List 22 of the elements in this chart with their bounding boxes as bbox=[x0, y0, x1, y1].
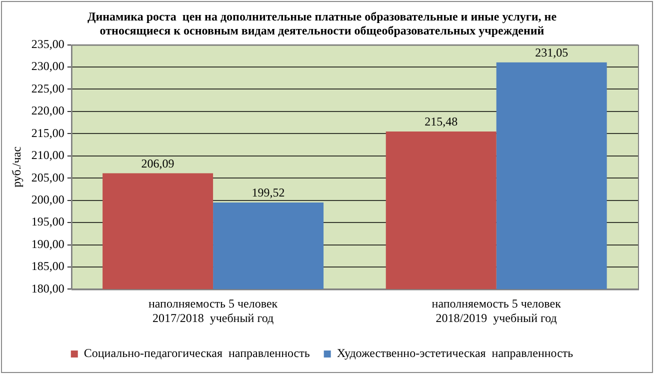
legend-label: Художественно-эстетическая направленность bbox=[336, 346, 574, 360]
y-tick-label: 225,00 bbox=[31, 81, 64, 96]
y-tick-label: 215,00 bbox=[31, 126, 64, 140]
y-tick-label: 200,00 bbox=[31, 192, 64, 206]
y-tick-label: 220,00 bbox=[31, 104, 64, 118]
chart-title: Динамика роста цен на дополнительные платные образовательные и иные услуги, не относящиеся к основным видам деятельности общеобразовательных учреждений bbox=[87, 9, 558, 38]
x-tick-label: наполняемость 5 человек 2017/2018 учебный год bbox=[148, 296, 278, 325]
data-label: 206,09 bbox=[141, 156, 174, 170]
y-tick-label: 210,00 bbox=[31, 148, 64, 162]
y-tick-label: 235,00 bbox=[31, 36, 64, 51]
y-tick-label: 195,00 bbox=[31, 214, 64, 229]
legend-label: Социально-педагогическая направленность bbox=[84, 346, 310, 360]
y-tick-label: 180,00 bbox=[31, 281, 64, 296]
y-tick-label: 230,00 bbox=[31, 59, 64, 74]
x-tick-label: наполняемость 5 человек 2018/2019 учебный год bbox=[432, 296, 562, 325]
data-label: 199,52 bbox=[252, 186, 285, 200]
data-label: 215,48 bbox=[424, 114, 458, 129]
data-label: 231,05 bbox=[535, 46, 568, 60]
y-tick-label: 205,00 bbox=[31, 170, 64, 184]
y-axis-title: руб./час bbox=[9, 146, 24, 188]
y-tick-label: 190,00 bbox=[31, 236, 64, 251]
y-tick-label: 185,00 bbox=[31, 259, 64, 274]
